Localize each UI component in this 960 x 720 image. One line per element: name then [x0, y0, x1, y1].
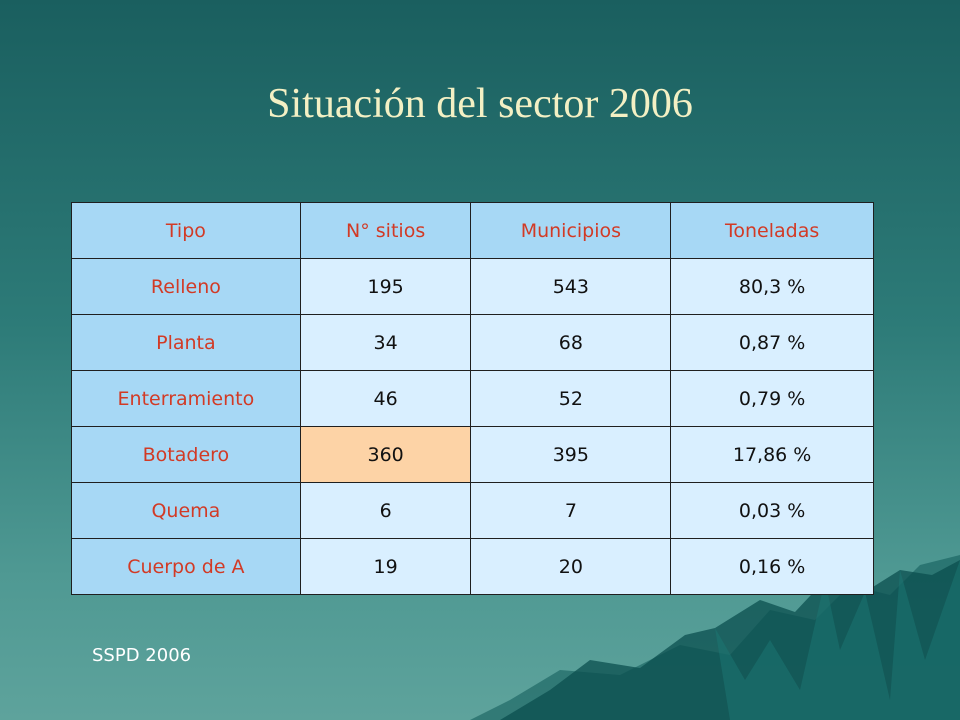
table-row: Enterramiento 46 52 0,79 %: [71, 370, 874, 427]
municipios-cell: 395: [470, 426, 672, 483]
sitios-cell: 19: [299, 538, 472, 595]
toneladas-cell: 80,3 %: [670, 258, 874, 315]
row-label: Botadero: [71, 426, 301, 483]
header-sitios: N° sitios: [299, 202, 472, 259]
row-label: Enterramiento: [71, 370, 301, 427]
header-tipo: Tipo: [71, 202, 301, 259]
toneladas-cell: 0,16 %: [670, 538, 874, 595]
header-municipios: Municipios: [470, 202, 672, 259]
sitios-cell: 34: [299, 314, 472, 371]
toneladas-cell: 17,86 %: [670, 426, 874, 483]
table-row: Relleno 195 543 80,3 %: [71, 258, 874, 315]
table-row: Botadero 360 395 17,86 %: [71, 426, 874, 483]
municipios-cell: 68: [470, 314, 672, 371]
toneladas-cell: 0,87 %: [670, 314, 874, 371]
municipios-cell: 20: [470, 538, 672, 595]
mountain-highlight-shape: [715, 560, 960, 720]
mountains-decoration: [470, 555, 960, 720]
sitios-cell-highlighted: 360: [299, 426, 472, 483]
row-label: Planta: [71, 314, 301, 371]
sitios-cell: 46: [299, 370, 472, 427]
header-toneladas: Toneladas: [670, 202, 874, 259]
toneladas-cell: 0,79 %: [670, 370, 874, 427]
table-row: Quema 6 7 0,03 %: [71, 482, 874, 539]
slide-title: Situación del sector 2006: [267, 81, 693, 127]
municipios-cell: 543: [470, 258, 672, 315]
municipios-cell: 52: [470, 370, 672, 427]
municipios-cell: 7: [470, 482, 672, 539]
table-row: Cuerpo de A 19 20 0,16 %: [71, 538, 874, 595]
source-note: SSPD 2006: [92, 645, 192, 666]
table-header-row: Tipo N° sitios Municipios Toneladas: [71, 202, 874, 259]
sector-data-table: Tipo N° sitios Municipios Toneladas Rell…: [71, 202, 874, 595]
sitios-cell: 6: [299, 482, 472, 539]
row-label: Relleno: [71, 258, 301, 315]
toneladas-cell: 0,03 %: [670, 482, 874, 539]
row-label: Quema: [71, 482, 301, 539]
row-label: Cuerpo de A: [71, 538, 301, 595]
sitios-cell: 195: [299, 258, 472, 315]
table-row: Planta 34 68 0,87 %: [71, 314, 874, 371]
